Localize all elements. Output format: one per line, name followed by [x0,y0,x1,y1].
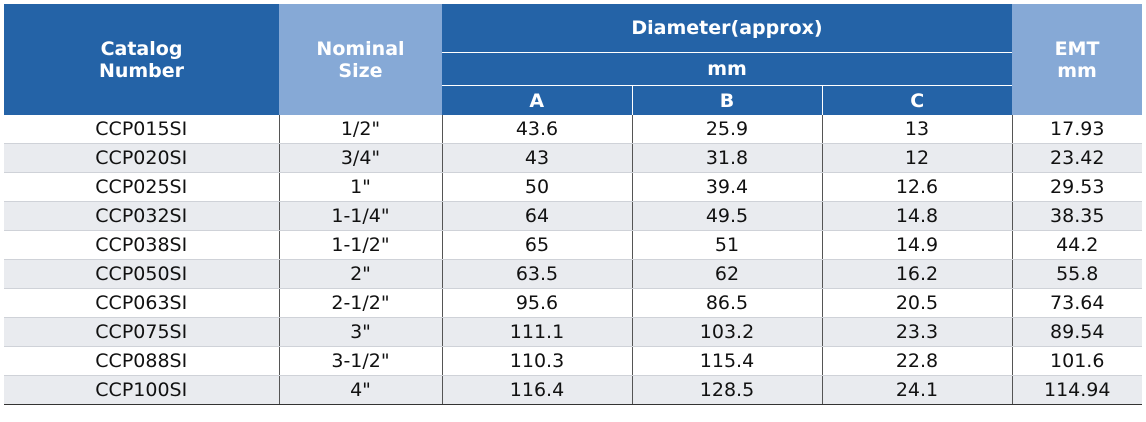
table-body: CCP015SI 1/2" 43.6 25.9 13 17.93 CCP020SI 3/4" 4… [4,115,1142,405]
nominal-size-cell: 4" [278,375,443,405]
table-row: CCP038SI 1-1/2" 65 51 14.9 44.2 [4,230,1142,260]
diameter-c-cell: 23.3 [821,317,1013,347]
catalog-number-cell: CCP100SI [4,375,280,405]
diameter-c-cell: 24.1 [821,375,1013,405]
diameter-a-cell: 43.6 [441,115,633,144]
nominal-size-cell: 3" [278,317,443,347]
catalog-number-cell: CCP075SI [4,317,280,347]
catalog-number-cell: CCP063SI [4,288,280,318]
diameter-b-cell: 128.5 [631,375,823,405]
catalog-number-cell: CCP038SI [4,230,280,260]
header-catalog-number-line1: Catalog [100,37,183,60]
table-row: CCP088SI 3-1/2" 110.3 115.4 22.8 101.6 [4,346,1142,376]
header-col-b: B [632,85,823,115]
diameter-a-cell: 63.5 [441,259,633,289]
nominal-size-cell: 1-1/2" [278,230,443,260]
diameter-b-cell: 51 [631,230,823,260]
table-row: CCP050SI 2" 63.5 62 16.2 55.8 [4,259,1142,289]
header-emt-line1: EMT [1054,37,1100,60]
diameter-c-cell: 14.9 [821,230,1013,260]
header-nominal-size-line2: Size [338,59,383,82]
emt-cell: 89.54 [1011,317,1142,347]
table-row: CCP032SI 1-1/4" 64 49.5 14.8 38.35 [4,201,1142,231]
diameter-a-cell: 50 [441,172,633,202]
table-row: CCP063SI 2-1/2" 95.6 86.5 20.5 73.64 [4,288,1142,318]
diameter-b-cell: 115.4 [631,346,823,376]
header-diameter-unit: mm [442,52,1012,86]
table-row: CCP025SI 1" 50 39.4 12.6 29.53 [4,172,1142,202]
diameter-a-cell: 111.1 [441,317,633,347]
diameter-c-cell: 12.6 [821,172,1013,202]
emt-cell: 114.94 [1011,375,1142,405]
catalog-table: Catalog Number Nominal Size Diameter(app… [4,4,1142,405]
diameter-a-cell: 95.6 [441,288,633,318]
nominal-size-cell: 2-1/2" [278,288,443,318]
nominal-size-cell: 2" [278,259,443,289]
header-emt: EMT mm [1012,4,1142,115]
catalog-number-cell: CCP032SI [4,201,280,231]
diameter-a-cell: 64 [441,201,633,231]
header-catalog-number-line2: Number [98,59,185,82]
header-col-a: A [442,85,633,115]
diameter-a-cell: 65 [441,230,633,260]
catalog-number-cell: CCP088SI [4,346,280,376]
emt-cell: 29.53 [1011,172,1142,202]
diameter-c-cell: 13 [821,115,1013,144]
header-nominal-size: Nominal Size [279,4,442,115]
diameter-b-cell: 25.9 [631,115,823,144]
nominal-size-cell: 1-1/4" [278,201,443,231]
emt-cell: 55.8 [1011,259,1142,289]
table-row: CCP020SI 3/4" 43 31.8 12 23.42 [4,143,1142,173]
diameter-b-cell: 49.5 [631,201,823,231]
diameter-b-cell: 86.5 [631,288,823,318]
diameter-a-cell: 43 [441,143,633,173]
nominal-size-cell: 3/4" [278,143,443,173]
nominal-size-cell: 1" [278,172,443,202]
table-row: CCP075SI 3" 111.1 103.2 23.3 89.54 [4,317,1142,347]
catalog-number-cell: CCP050SI [4,259,280,289]
nominal-size-cell: 1/2" [278,115,443,144]
diameter-c-cell: 16.2 [821,259,1013,289]
table-row: CCP015SI 1/2" 43.6 25.9 13 17.93 [4,115,1142,144]
diameter-a-cell: 116.4 [441,375,633,405]
header-catalog-number: Catalog Number [4,4,279,115]
catalog-number-cell: CCP020SI [4,143,280,173]
header-nominal-size-line1: Nominal [316,37,405,60]
header-col-c: C [822,85,1012,115]
catalog-number-cell: CCP025SI [4,172,280,202]
emt-cell: 73.64 [1011,288,1142,318]
header-diameter: Diameter(approx) [442,4,1012,53]
diameter-b-cell: 62 [631,259,823,289]
header-emt-line2: mm [1057,59,1097,82]
diameter-b-cell: 103.2 [631,317,823,347]
nominal-size-cell: 3-1/2" [278,346,443,376]
diameter-a-cell: 110.3 [441,346,633,376]
diameter-c-cell: 22.8 [821,346,1013,376]
table-header: Catalog Number Nominal Size Diameter(app… [4,4,1142,115]
emt-cell: 101.6 [1011,346,1142,376]
diameter-c-cell: 14.8 [821,201,1013,231]
emt-cell: 44.2 [1011,230,1142,260]
diameter-c-cell: 20.5 [821,288,1013,318]
catalog-number-cell: CCP015SI [4,115,280,144]
emt-cell: 23.42 [1011,143,1142,173]
diameter-b-cell: 31.8 [631,143,823,173]
diameter-c-cell: 12 [821,143,1013,173]
catalog-table-container: Catalog Number Nominal Size Diameter(app… [4,4,1142,420]
table-row: CCP100SI 4" 116.4 128.5 24.1 114.94 [4,375,1142,405]
emt-cell: 38.35 [1011,201,1142,231]
diameter-b-cell: 39.4 [631,172,823,202]
emt-cell: 17.93 [1011,115,1142,144]
